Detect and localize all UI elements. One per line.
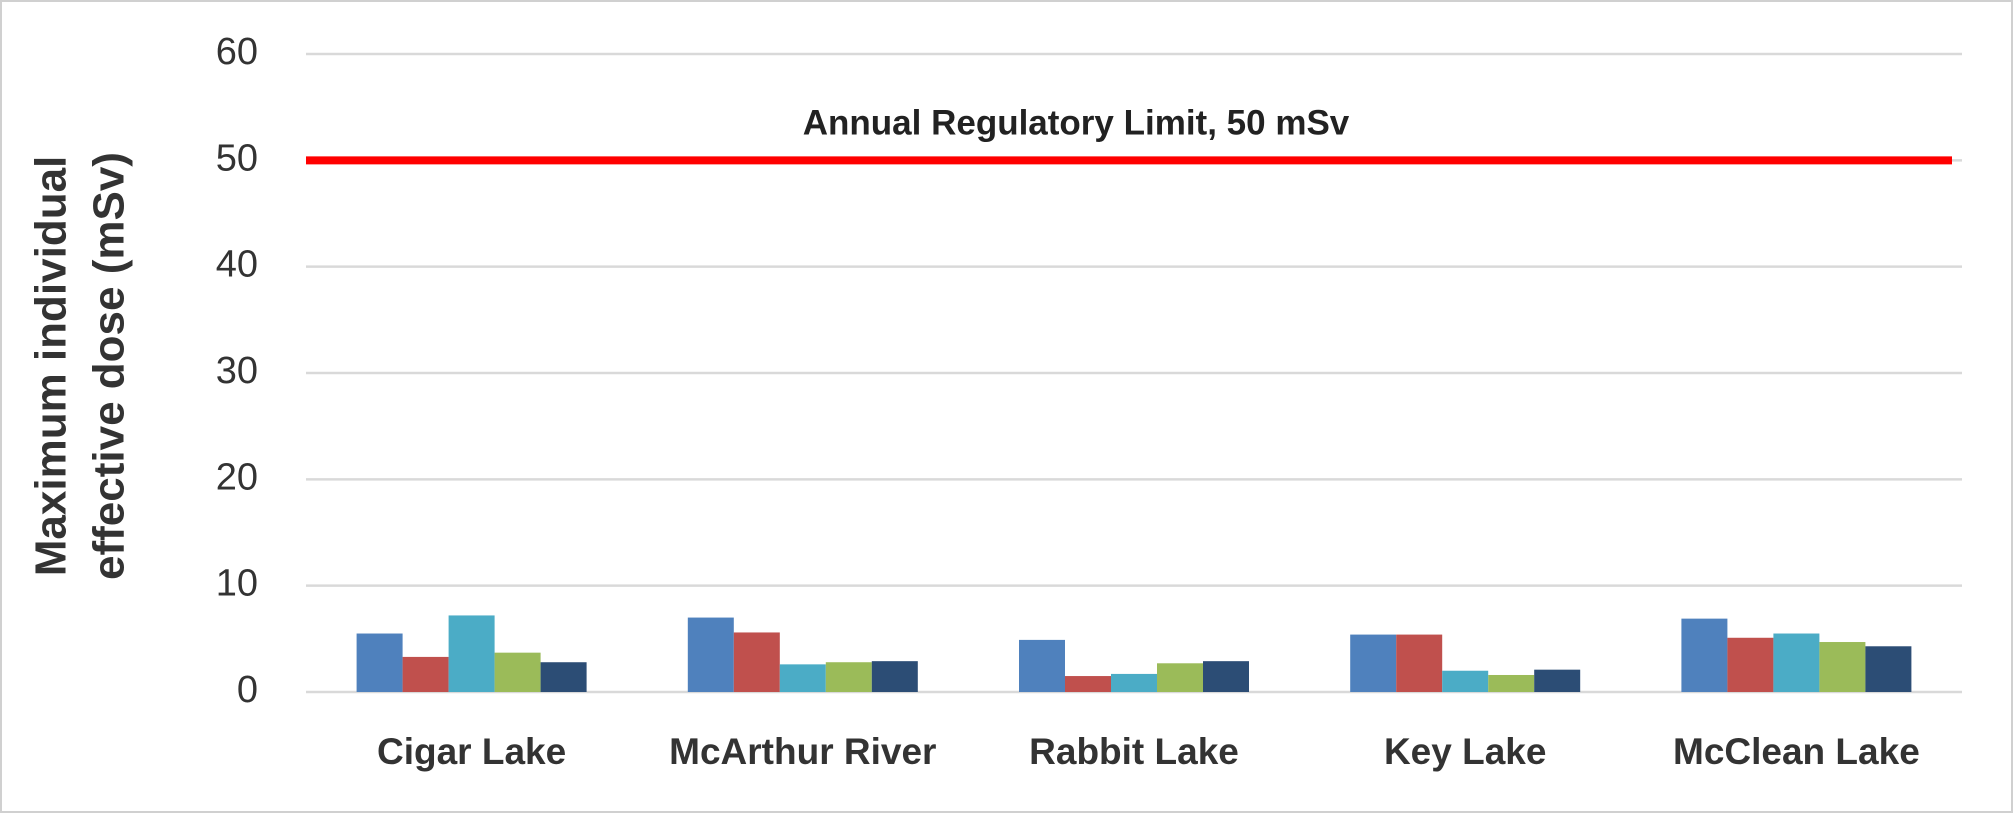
bar <box>1488 674 1535 692</box>
x-tick-label: Rabbit Lake <box>1029 731 1239 772</box>
x-tick-label: Cigar Lake <box>377 731 566 772</box>
x-tick-label: McClean Lake <box>1673 731 1920 772</box>
bar <box>1727 637 1774 692</box>
bar <box>1442 670 1489 692</box>
bar <box>1865 646 1912 692</box>
bar <box>1350 634 1397 692</box>
bar <box>1019 639 1065 692</box>
x-tick-label: Key Lake <box>1384 731 1547 772</box>
bar <box>733 632 780 692</box>
bar <box>687 617 734 692</box>
bar <box>540 662 587 692</box>
bar <box>1157 663 1203 692</box>
bar <box>1396 634 1443 692</box>
y-tick-label: 0 <box>237 669 258 711</box>
y-tick-label: 30 <box>216 350 258 392</box>
bar <box>1065 676 1111 692</box>
bar <box>779 664 826 692</box>
bar <box>1203 661 1249 692</box>
reference-line-label: Annual Regulatory Limit, 50 mSv <box>803 103 1350 142</box>
bar <box>448 615 495 692</box>
y-tick-label: 40 <box>216 244 258 286</box>
bar <box>825 662 872 692</box>
y-tick-label: 20 <box>216 456 258 498</box>
bar <box>871 661 918 692</box>
bar <box>402 656 449 692</box>
bar <box>1534 669 1581 692</box>
y-tick-label: 50 <box>216 137 258 179</box>
bar <box>356 633 403 692</box>
x-tick-label: McArthur River <box>669 731 936 772</box>
y-axis-title: Maximum individual effective dose (mSv) <box>27 152 134 580</box>
y-tick-label: 10 <box>216 563 258 605</box>
y-tick-label: 60 <box>216 31 258 73</box>
bar <box>1773 633 1820 692</box>
y-axis-title-line: Maximum individual <box>27 156 76 577</box>
y-axis-title-line: effective dose (mSv) <box>85 152 134 580</box>
bar <box>1111 673 1157 692</box>
bar <box>494 652 541 692</box>
bar <box>1819 642 1866 692</box>
bar <box>1681 618 1728 692</box>
